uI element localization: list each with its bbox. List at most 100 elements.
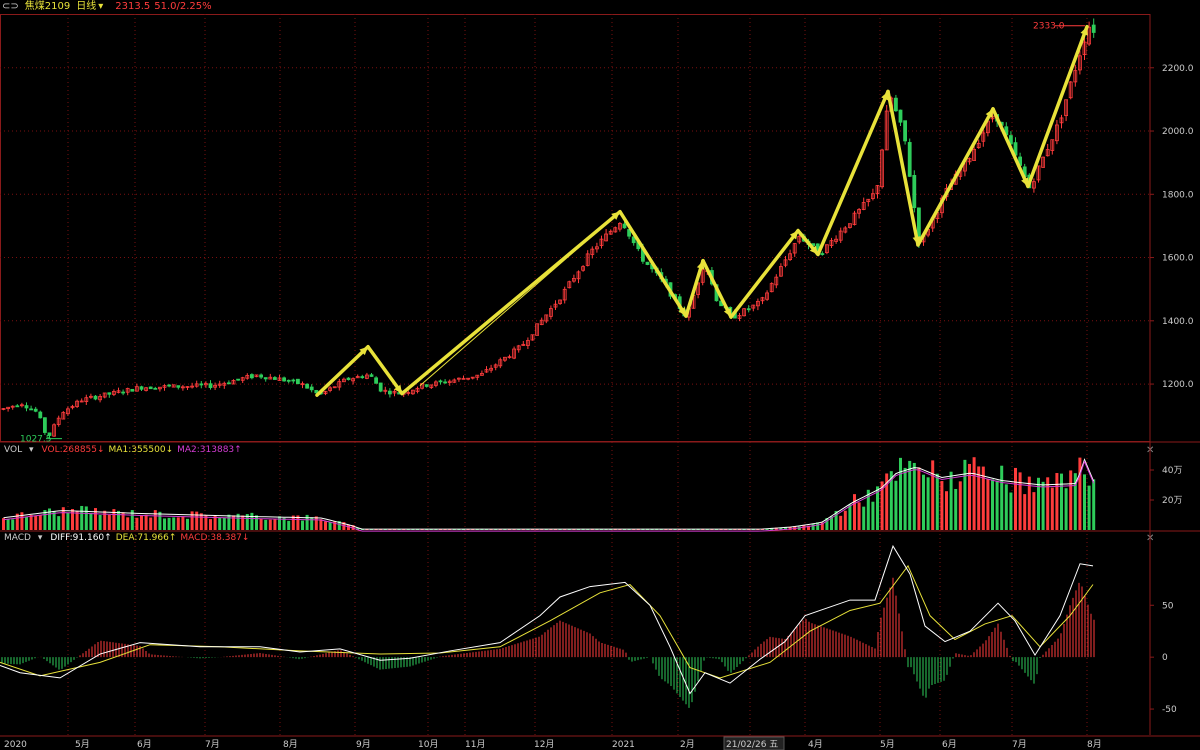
candle-body [332, 386, 337, 389]
title-bar: ⊂⊃ 焦煤2109 日线 ▾ 2313.5 51.0/2.25% [0, 0, 1200, 14]
candle-body [558, 299, 562, 304]
candle-body [254, 374, 259, 378]
volume-bar [650, 529, 654, 530]
volume-bar [259, 519, 263, 530]
volume-bar [494, 529, 498, 530]
chain-link-icon[interactable]: ⊂⊃ [2, 1, 19, 12]
candle-body [466, 377, 471, 380]
candle-body [645, 261, 650, 265]
trend-arrow-head [881, 91, 889, 101]
volume-bar [963, 459, 967, 530]
candle-body [498, 359, 503, 367]
candle-body [618, 223, 622, 230]
date-axis-label: 10月 [418, 739, 438, 750]
macd-group [1, 577, 1095, 708]
volume-bar [912, 462, 916, 530]
candle-body [535, 323, 539, 336]
candle-body [424, 384, 429, 387]
volume-bar [977, 466, 981, 530]
volume-bar [204, 515, 208, 530]
candle-body [967, 157, 972, 163]
volume-bar [899, 457, 902, 530]
volume-bar [268, 519, 272, 530]
candle-body [544, 314, 549, 322]
candle-body [834, 238, 838, 242]
candle-body [516, 345, 521, 351]
candle-body [79, 400, 84, 403]
macd-indicator-select[interactable]: MACD ▾ [4, 533, 46, 543]
candle-body [1068, 81, 1073, 99]
trend-arrow-head [809, 245, 818, 255]
candle-body [613, 227, 618, 233]
candle-body [56, 417, 61, 425]
candle-body [392, 390, 397, 394]
volume-bar [935, 473, 939, 530]
candle-body [447, 380, 452, 383]
candle-body [410, 389, 415, 395]
candle-body [443, 381, 448, 384]
low-price-label: 1027.5 [20, 435, 52, 445]
volume-bar [1092, 479, 1096, 530]
candle-body [627, 229, 631, 237]
trend-arrow-line [366, 344, 404, 396]
volume-bar [894, 480, 898, 530]
candle-body [369, 374, 374, 377]
candle-body [737, 315, 742, 319]
trend-arrow-head [394, 384, 402, 394]
volume-bar [765, 528, 769, 530]
candle-body [10, 405, 15, 408]
volume-bar [1004, 484, 1008, 530]
candle-body [406, 392, 411, 394]
candle-body [19, 404, 24, 407]
volume-bar [871, 501, 875, 530]
candle-body [1032, 181, 1036, 189]
candle-body [861, 202, 866, 210]
trend-arrow-head [1080, 26, 1088, 36]
candle-body [295, 378, 300, 385]
candle-body [167, 384, 172, 387]
volume-bar [425, 529, 429, 530]
volume-bar [917, 467, 921, 530]
candle-body [866, 198, 871, 203]
volume-bar [733, 529, 737, 530]
trend-arrow-head [678, 307, 686, 317]
volume-bar [126, 517, 130, 530]
candle-body [871, 193, 875, 199]
candle-body [972, 148, 976, 161]
candle-body [328, 387, 333, 391]
volume-bar [563, 529, 567, 530]
volume-bar [38, 515, 42, 530]
candle-body [549, 308, 553, 317]
date-axis-label: 12月 [534, 739, 554, 750]
candle-body [286, 379, 291, 382]
candle-body [479, 372, 484, 376]
candle-body [38, 411, 43, 419]
candle-body [337, 381, 342, 388]
candle-body [236, 378, 241, 381]
symbol-name[interactable]: 焦煤2109 [24, 1, 71, 12]
volume-bar [48, 508, 51, 530]
candle-body [562, 288, 567, 301]
volume-bar [314, 516, 318, 530]
volume-bar [443, 529, 447, 530]
vol-indicator-select[interactable]: VOL ▾ [4, 445, 38, 455]
candle-body [475, 374, 480, 378]
candle-body [259, 374, 264, 378]
trend-arrow-head [723, 308, 731, 318]
candle-body [93, 395, 98, 400]
macd-label: MACD [4, 533, 31, 543]
volume-bar [452, 529, 456, 530]
candle-body [604, 233, 608, 242]
vol-ma1-value: MA1:355500↓ [108, 445, 174, 455]
vol-ma2-value: MA2:313883↑ [177, 445, 242, 455]
trend-arrow-line [816, 89, 890, 257]
period-select[interactable]: 日线 ▾ [76, 1, 109, 12]
candle-body [29, 408, 34, 411]
candle-body [779, 266, 783, 277]
candle-body [756, 300, 760, 307]
trend-arrow-head [985, 108, 993, 118]
high-price-label: 2333.0 [1033, 22, 1065, 32]
trend-arrow-line [886, 89, 920, 247]
volume-bar [742, 529, 746, 530]
